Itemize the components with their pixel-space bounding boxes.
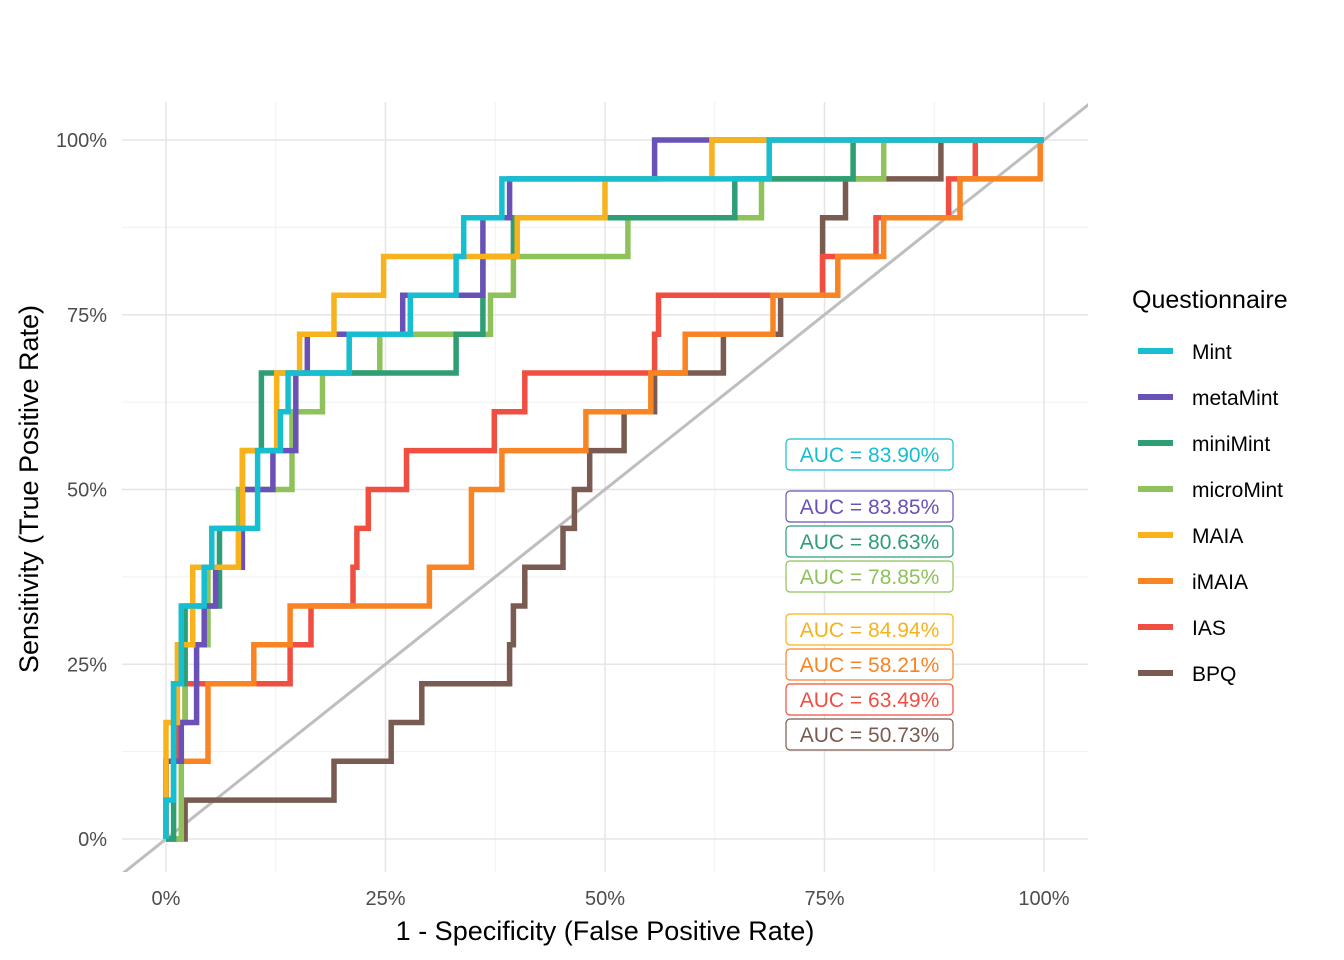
auc-label-imaia: AUC = 58.21% xyxy=(785,648,954,681)
legend-label: MAIA xyxy=(1192,525,1243,548)
legend-label: BPQ xyxy=(1192,663,1236,686)
auc-label-maia: AUC = 84.94% xyxy=(785,613,954,646)
auc-label-metamint: AUC = 83.85% xyxy=(785,490,954,523)
legend-item-mint: Mint xyxy=(1138,341,1232,364)
y-axis-label: Sensitivity (True Positive Rate) xyxy=(14,305,44,673)
auc-label-ias: AUC = 63.49% xyxy=(785,683,954,716)
svg-text:AUC = 83.85%: AUC = 83.85% xyxy=(800,496,940,519)
y-tick-label: 25% xyxy=(67,654,107,676)
legend-item-ias: IAS xyxy=(1138,617,1226,640)
legend-title: Questionnaire xyxy=(1132,286,1288,314)
x-tick-label: 75% xyxy=(804,888,844,910)
legend-label: miniMint xyxy=(1192,433,1270,456)
auc-labels: AUC = 83.90% AUC = 83.85% AUC = 80.63% AUC … xyxy=(785,438,954,751)
roc-curve-imaia xyxy=(163,140,1043,839)
legend-item-micromint: microMint xyxy=(1138,479,1283,502)
auc-label-minimint: AUC = 80.63% xyxy=(785,525,954,558)
auc-label-micromint: AUC = 78.85% xyxy=(785,560,954,593)
legend-label: metaMint xyxy=(1192,387,1279,410)
svg-text:AUC = 84.94%: AUC = 84.94% xyxy=(800,619,940,642)
roc-curves xyxy=(163,137,1044,842)
auc-label-bpq: AUC = 50.73% xyxy=(785,718,954,751)
svg-text:AUC = 58.21%: AUC = 58.21% xyxy=(800,654,940,677)
legend-label: iMAIA xyxy=(1192,571,1248,594)
svg-text:AUC = 63.49%: AUC = 63.49% xyxy=(800,689,940,712)
legend-item-imaia: iMAIA xyxy=(1138,571,1248,594)
y-tick-label: 50% xyxy=(67,480,107,502)
legend-item-metamint: metaMint xyxy=(1138,387,1279,410)
x-axis-tick-labels: 0% 25% 50% 75% 100% xyxy=(152,888,1070,910)
legend-item-bpq: BPQ xyxy=(1138,663,1236,686)
x-tick-label: 0% xyxy=(152,888,181,910)
chance-diagonal xyxy=(122,103,1088,872)
svg-text:AUC = 78.85%: AUC = 78.85% xyxy=(800,566,940,589)
legend-item-maia: MAIA xyxy=(1138,525,1243,548)
y-axis-tick-labels: 0% 25% 50% 75% 100% xyxy=(56,130,107,851)
y-tick-label: 0% xyxy=(78,829,107,851)
auc-label-mint: AUC = 83.90% xyxy=(785,438,954,471)
legend-label: microMint xyxy=(1192,479,1283,502)
svg-text:AUC = 50.73%: AUC = 50.73% xyxy=(800,724,940,747)
y-tick-label: 100% xyxy=(56,130,107,152)
legend-item-minimint: miniMint xyxy=(1138,433,1270,456)
legend-label: Mint xyxy=(1192,341,1232,364)
legend: Questionnaire Mint metaMint miniMint microM… xyxy=(1132,286,1288,686)
y-tick-label: 75% xyxy=(67,305,107,327)
svg-text:AUC = 83.90%: AUC = 83.90% xyxy=(800,444,940,467)
legend-label: IAS xyxy=(1192,617,1226,640)
x-tick-label: 50% xyxy=(585,888,625,910)
roc-curve-mint xyxy=(163,137,1044,839)
x-tick-label: 25% xyxy=(365,888,405,910)
x-tick-label: 100% xyxy=(1018,888,1069,910)
x-axis-label: 1 - Specificity (False Positive Rate) xyxy=(396,916,815,946)
svg-text:AUC = 80.63%: AUC = 80.63% xyxy=(800,531,940,554)
